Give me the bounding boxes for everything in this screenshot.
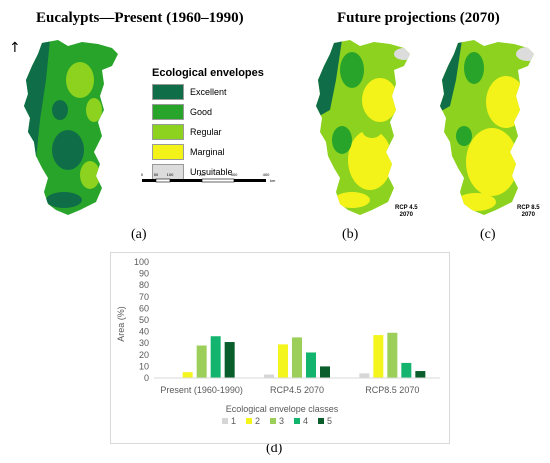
scale-unit: km	[270, 178, 276, 183]
scale-bar: 0 50 100 200 300 400 km	[141, 172, 276, 183]
chart-legend-swatch-1	[222, 418, 228, 424]
chart-legend-label-5: 5	[327, 416, 332, 426]
y-tick-label: 0	[144, 373, 149, 383]
scale-tick-100: 100	[167, 172, 174, 177]
bar-1-1	[264, 374, 274, 378]
y-tick-label: 40	[139, 327, 149, 337]
map-present	[24, 40, 118, 215]
y-axis-label: Area (%)	[116, 306, 126, 342]
map-label-rcp45-line1: RCP 4.5	[395, 205, 418, 211]
north-arrow-icon: ↑	[9, 40, 21, 56]
y-tick-label: 90	[139, 269, 149, 279]
chart-legend-label-1: 1	[231, 416, 236, 426]
map-label-rcp85-line2: 2070	[521, 212, 535, 218]
bar-5-0	[224, 342, 235, 378]
chart-legend-label-4: 4	[303, 416, 308, 426]
legend-label-marginal: Marginal	[190, 147, 225, 157]
panel-label-b: (b)	[342, 227, 359, 242]
x-category-label: RCP4.5 2070	[270, 385, 324, 395]
bar-3-2	[387, 332, 398, 378]
y-tick-label: 80	[139, 280, 149, 290]
map-label-rcp45-line2: 2070	[399, 212, 413, 218]
panel-label-c: (c)	[480, 227, 496, 242]
y-tick-label: 30	[139, 338, 149, 348]
legend-swatch-regular	[152, 124, 184, 140]
present-header: Eucalypts—Present (1960–1990)	[36, 10, 244, 26]
legend-swatch-marginal	[152, 144, 184, 160]
legend-item-marginal: Marginal	[152, 142, 264, 162]
scale-tick-300: 300	[231, 172, 238, 177]
bar-4-0	[210, 336, 221, 378]
legend-item-regular: Regular	[152, 122, 264, 142]
chart-legend-label-2: 2	[255, 416, 260, 426]
bar-2-0	[182, 372, 193, 378]
legend-title: Ecological envelopes	[152, 67, 264, 79]
map-rcp45	[316, 40, 410, 215]
bar-5-1	[320, 366, 330, 378]
scale-tick-0: 0	[141, 172, 144, 177]
scale-tick-400: 400	[263, 172, 270, 177]
scale-tick-50: 50	[154, 172, 159, 177]
bar-3-0	[196, 345, 207, 378]
bar-1-2	[359, 373, 370, 378]
y-tick-label: 70	[139, 292, 149, 302]
legend-label-excellent: Excellent	[190, 87, 227, 97]
map-legend: Ecological envelopes Excellent Good Regu…	[152, 67, 264, 182]
panel-label-a: (a)	[131, 227, 147, 242]
chart-legend-swatch-2	[246, 418, 252, 424]
x-category-label: Present (1960-1990)	[160, 385, 243, 395]
bar-5-2	[415, 371, 426, 378]
legend-swatch-excellent	[152, 84, 184, 100]
chart-legend-label-3: 3	[279, 416, 284, 426]
y-tick-label: 20	[139, 350, 149, 360]
y-tick-label: 50	[139, 315, 149, 325]
y-tick-label: 60	[139, 303, 149, 313]
chart-legend-swatch-5	[318, 418, 324, 424]
map-rcp85	[440, 40, 534, 215]
chart-legend-swatch-3	[270, 418, 276, 424]
bar-2-2	[373, 335, 384, 378]
bar-4-1	[306, 352, 316, 378]
x-axis-label: Ecological envelope classes	[226, 404, 339, 414]
bar-4-2	[401, 362, 412, 378]
legend-label-regular: Regular	[190, 127, 222, 137]
legend-label-unsuitable: Unsuitable	[190, 167, 233, 177]
legend-swatch-good	[152, 104, 184, 120]
bar-2-1	[278, 344, 288, 378]
map-label-rcp85: RCP 8.5 2070	[517, 205, 540, 219]
future-header: Future projections (2070)	[337, 10, 500, 26]
y-tick-label: 100	[134, 257, 149, 267]
chart-legend-swatch-4	[294, 418, 300, 424]
map-label-rcp85-line1: RCP 8.5	[517, 205, 540, 211]
scale-tick-200: 200	[199, 172, 206, 177]
panel-label-d: (d)	[266, 441, 283, 456]
bar-3-1	[292, 337, 302, 378]
x-category-label: RCP8.5 2070	[365, 385, 419, 395]
legend-label-good: Good	[190, 107, 213, 117]
legend-item-excellent: Excellent	[152, 82, 264, 102]
map-label-rcp45: RCP 4.5 2070	[395, 205, 418, 219]
y-tick-label: 10	[139, 361, 149, 371]
legend-item-good: Good	[152, 102, 264, 122]
